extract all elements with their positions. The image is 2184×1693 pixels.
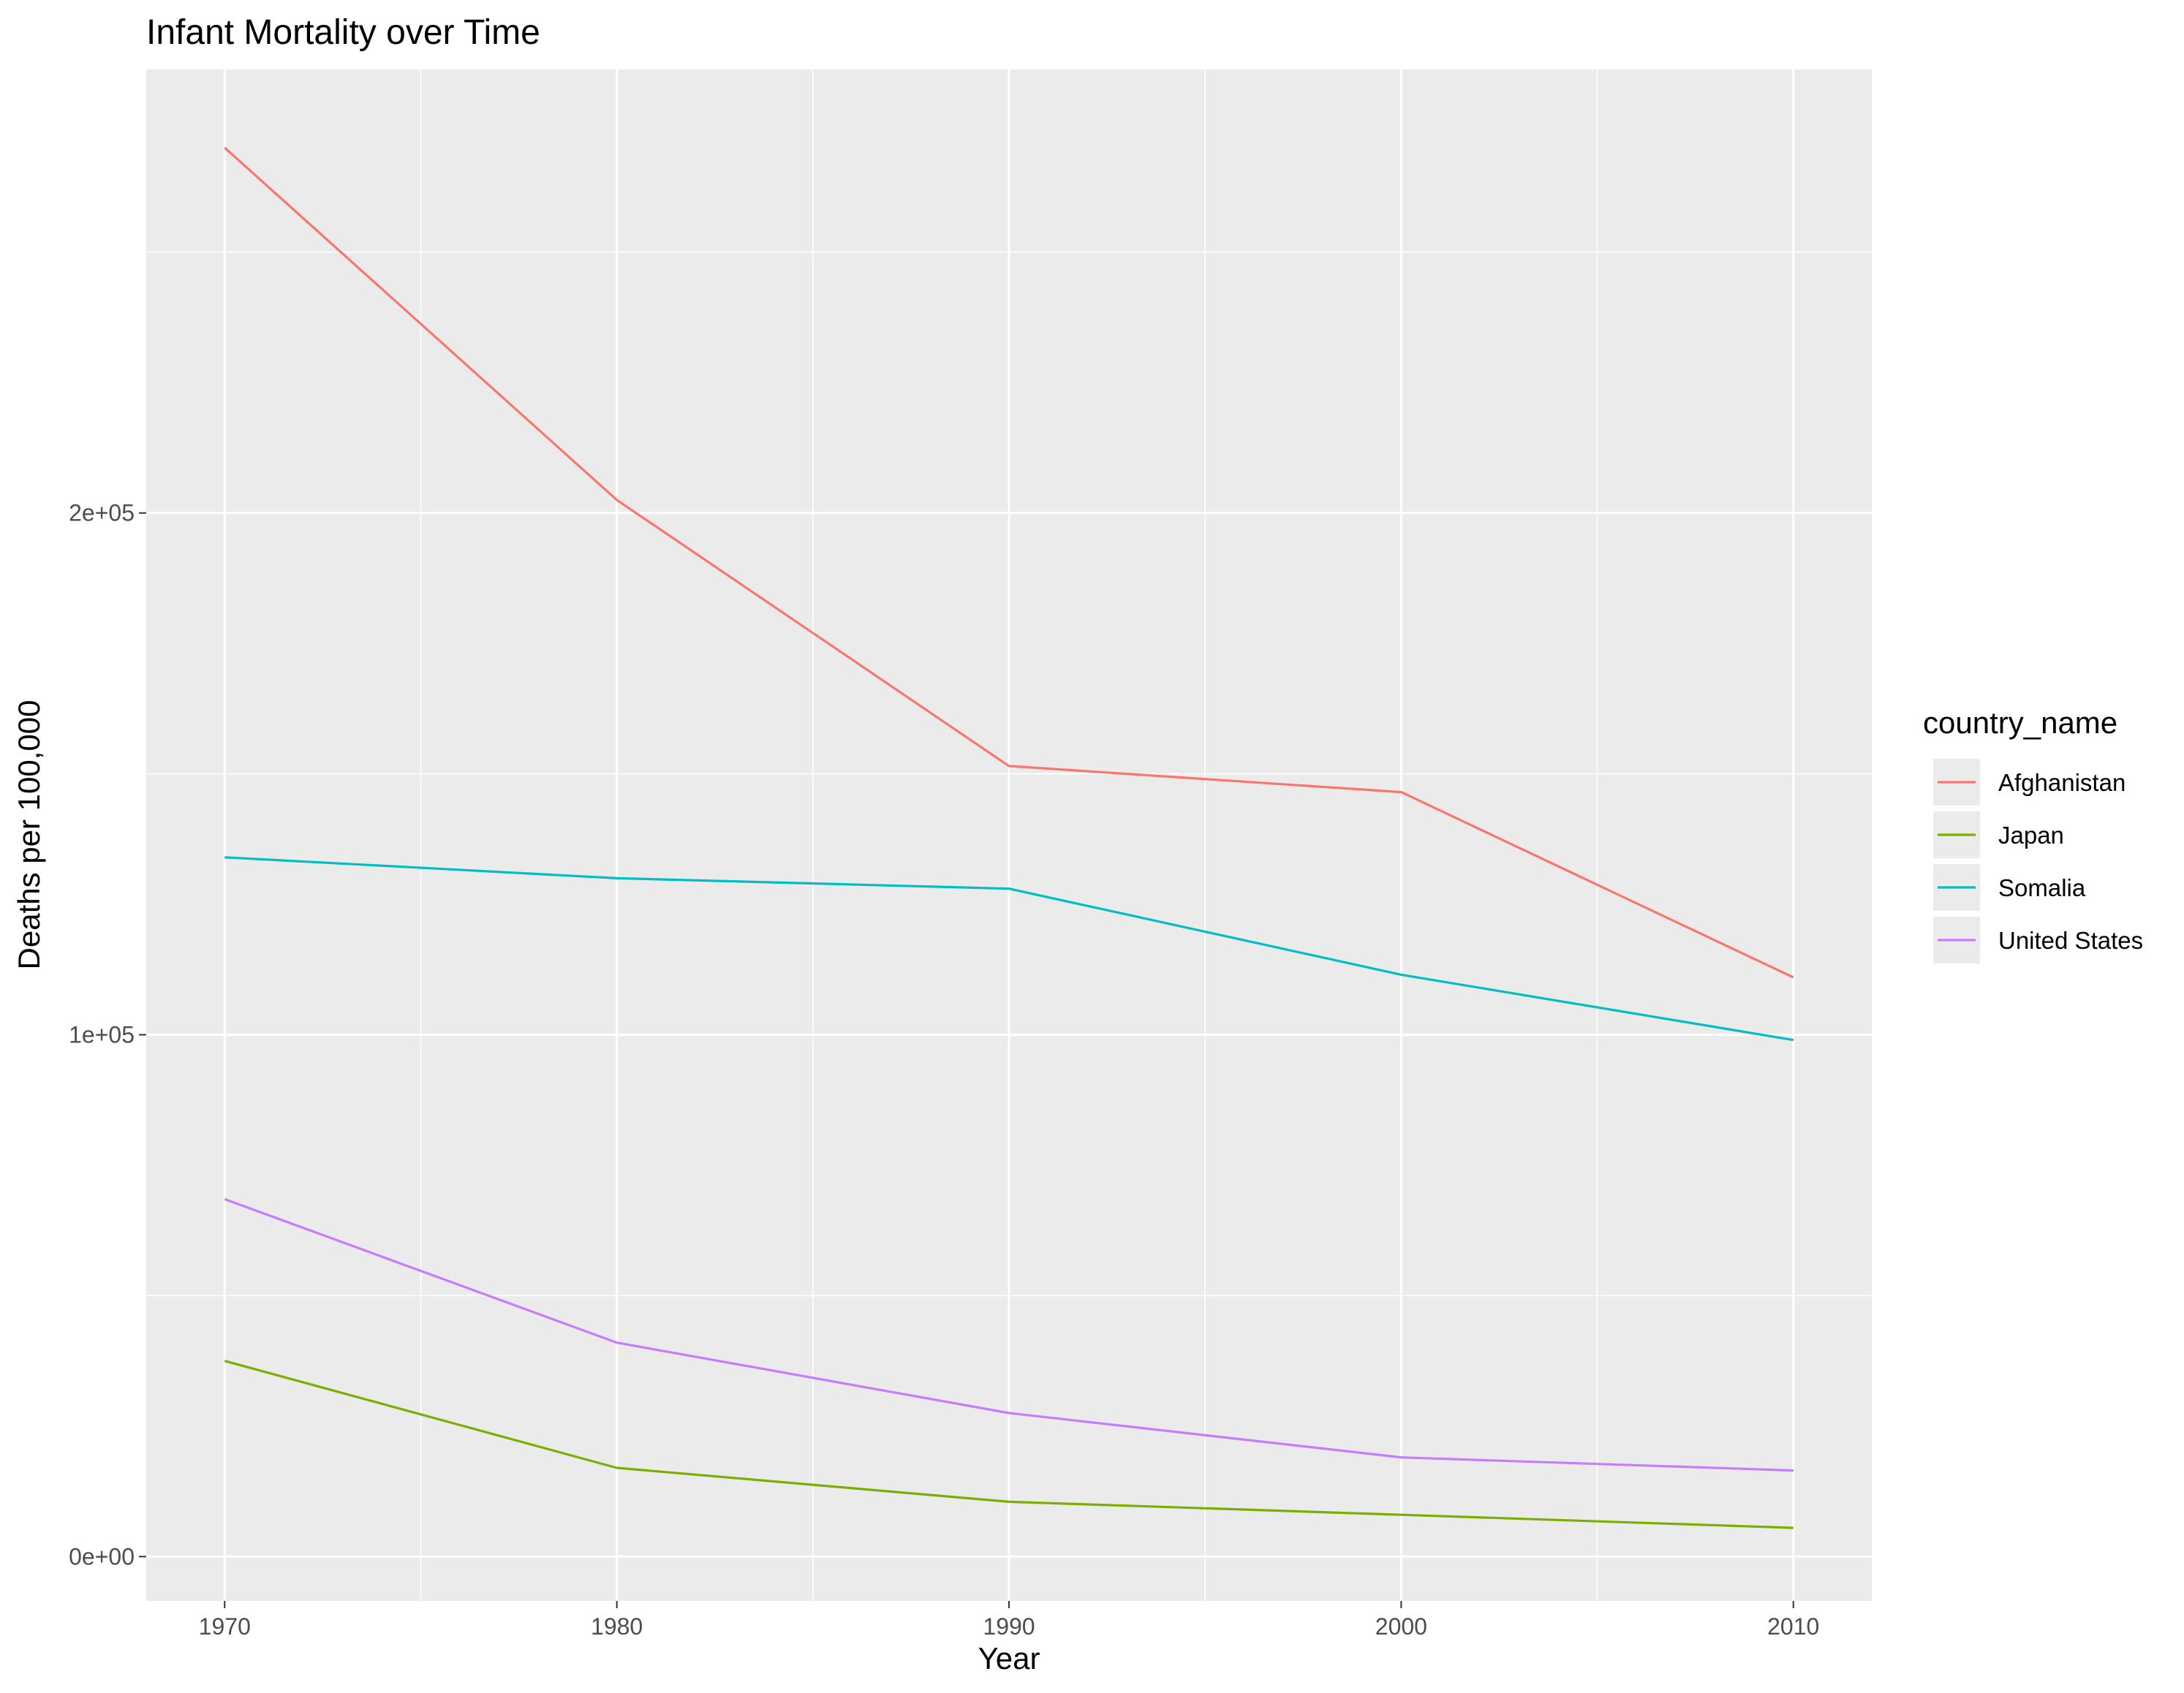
chart-title: Infant Mortality over Time [146,13,540,52]
legend-label-afghanistan: Afghanistan [1998,769,2126,796]
x-tick-label: 2010 [1767,1613,1819,1640]
series-lines [224,146,1794,1529]
x-tick-label: 1970 [199,1613,251,1640]
y-tick-label: 1e+05 [69,1022,135,1048]
legend: country_name Afghanistan Japan Somalia Unit… [1923,705,2143,965]
x-tick-label: 1980 [591,1613,643,1640]
series-line-united-states [224,1197,1794,1472]
y-axis-title: Deaths per 100,000 [12,700,46,970]
legend-label-united-states: United States [1998,927,2143,954]
series-line-afghanistan [224,146,1794,979]
y-axis: 0e+00 1e+05 2e+05 [69,500,146,1569]
y-tick-label: 0e+00 [69,1543,135,1569]
major-gridlines [146,69,1872,1601]
y-tick-label: 2e+05 [69,500,135,526]
x-tick-label: 1990 [983,1613,1035,1640]
legend-title: country_name [1923,705,2117,740]
legend-label-somalia: Somalia [1998,874,2086,901]
x-axis: 1970 1980 1990 2000 2010 [199,1601,1819,1640]
x-axis-title: Year [978,1641,1040,1675]
legend-label-japan: Japan [1998,822,2064,849]
series-line-japan [224,1360,1794,1529]
x-tick-label: 2000 [1375,1613,1427,1640]
series-line-somalia [224,856,1794,1042]
